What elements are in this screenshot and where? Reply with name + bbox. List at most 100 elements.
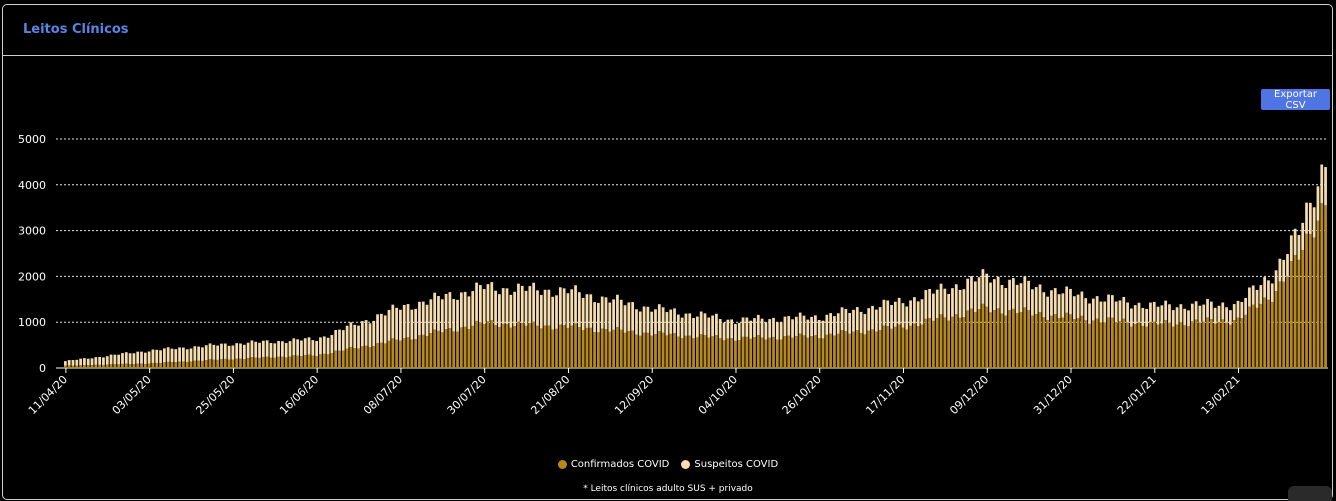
bar-suspected [711,315,714,337]
bar-suspected [467,296,471,329]
bar-confirmed [722,340,726,368]
bar-confirmed [932,320,935,368]
bar-confirmed [635,334,638,368]
bar-suspected [1305,202,1308,234]
bar-confirmed [1274,291,1278,368]
bar-suspected [593,302,596,332]
bar-confirmed [315,355,319,368]
bar-confirmed [220,359,223,368]
bar-suspected [798,312,802,334]
bar-suspected [1301,222,1305,251]
bar-confirmed [707,337,711,368]
bar-suspected [855,307,859,331]
bar-suspected [814,315,817,336]
bar-suspected [985,273,989,307]
bar-confirmed [1202,321,1206,368]
bar-confirmed [1042,317,1046,368]
bar-confirmed [372,346,376,368]
bar-suspected [67,360,71,366]
bar-suspected [1141,307,1145,326]
bar-confirmed [608,331,612,368]
export-csv-button[interactable]: Exportar CSV [1261,89,1330,111]
bar-suspected [1076,294,1080,319]
bar-confirmed [250,357,254,368]
bar-confirmed [319,354,322,368]
bar-suspected [749,320,753,339]
legend-dot-confirmed [557,460,567,469]
bar-suspected [631,302,635,331]
bar-confirmed [395,339,398,368]
bar-confirmed [604,329,608,368]
bar-suspected [1122,296,1126,319]
bar-confirmed [140,363,143,368]
bar-confirmed [1118,321,1122,368]
bar-suspected [364,320,368,346]
bar-confirmed [985,306,989,368]
bar-confirmed [943,317,947,368]
bar-suspected [787,316,791,336]
bar-confirmed [421,334,425,368]
bar-confirmed [471,325,475,368]
bar-confirmed [874,331,878,368]
bar-suspected [284,343,288,358]
bar-suspected [1202,304,1206,322]
bar-confirmed [657,331,661,368]
bar-suspected [1057,294,1061,319]
bar-confirmed [300,356,303,368]
bar-confirmed [1282,281,1286,368]
bar-suspected [254,341,258,358]
bar-suspected [848,313,852,334]
bar-suspected [852,309,855,332]
bar-confirmed [1046,320,1050,368]
bar-confirmed [768,337,772,368]
bar-suspected [1274,270,1278,292]
legend-item-confirmed[interactable]: Confirmados COVID [557,459,669,470]
bar-confirmed [197,360,200,368]
bar-confirmed [1305,233,1308,368]
bar-confirmed [558,324,562,368]
bar-confirmed [433,329,437,368]
bar-confirmed [178,361,181,368]
bar-suspected [673,308,676,334]
bar-confirmed [920,324,924,368]
bar-confirmed [753,337,756,368]
bar-suspected [105,356,109,365]
bar-confirmed [296,355,299,368]
scroll-corner-button[interactable] [1288,486,1332,501]
bar-suspected [223,343,227,359]
bar-suspected [338,329,341,351]
bar-confirmed [94,364,98,368]
bar-suspected [498,294,501,328]
bar-confirmed [977,309,981,368]
bar-confirmed [387,340,391,368]
bar-confirmed [1080,315,1084,368]
bar-confirmed [642,332,646,368]
bar-suspected [905,306,909,330]
bar-confirmed [1187,326,1190,368]
bar-suspected [421,301,425,335]
bar-suspected [300,340,303,357]
bar-suspected [1286,254,1289,277]
bar-confirmed [288,356,292,368]
bar-suspected [391,304,395,339]
bar-confirmed [901,327,905,368]
legend-item-suspected[interactable]: Suspeitos COVID [681,459,778,470]
bar-suspected [216,345,220,360]
bar-confirmed [467,328,471,368]
bar-suspected [239,343,242,359]
bar-suspected [616,294,619,328]
bar-suspected [94,357,98,365]
bar-suspected [684,313,688,336]
bar-suspected [494,290,497,326]
bar-confirmed [848,333,852,368]
bar-suspected [703,313,707,336]
bar-suspected [680,317,684,339]
bar-suspected [707,317,711,338]
bar-confirmed [859,333,863,368]
bar-confirmed [494,325,497,368]
bar-suspected [140,351,143,364]
bar-confirmed [227,359,231,368]
x-tick-label: 25/05/20 [193,373,237,417]
bar-confirmed [1004,315,1008,368]
bar-suspected [376,314,379,343]
